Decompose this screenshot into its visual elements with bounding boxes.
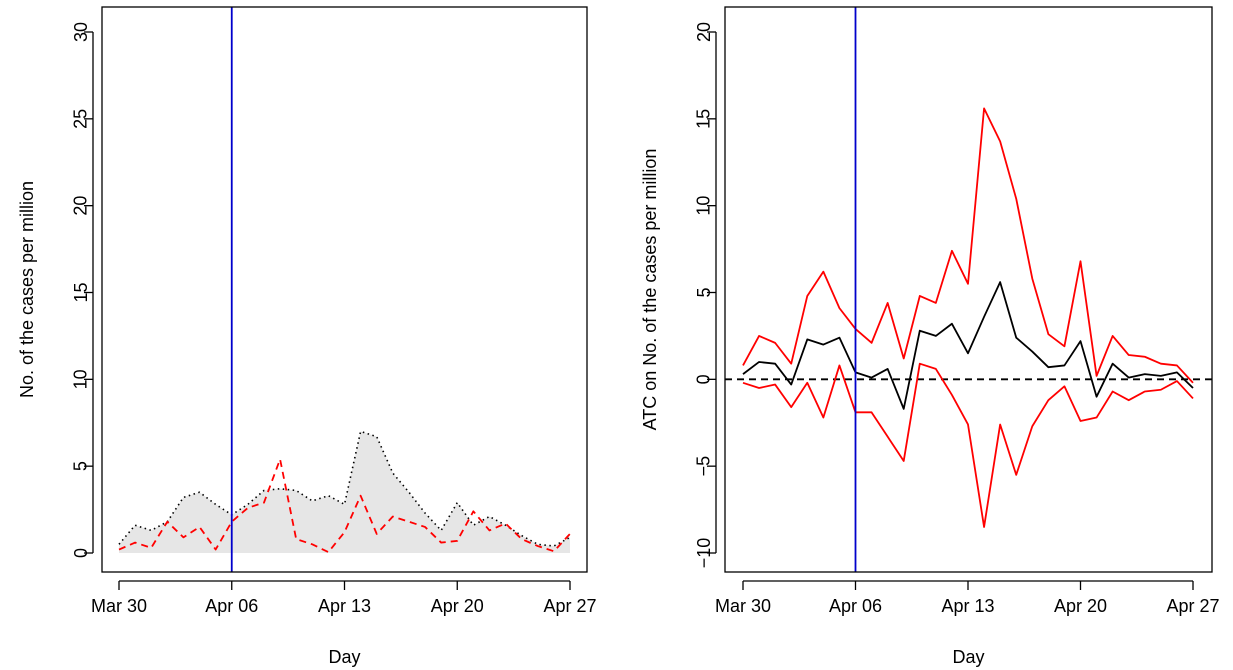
y-tick-label: −5 [694, 456, 714, 477]
left-chart-panel: Mar 30 Apr 06 Apr 13 Apr 20 Apr 27 0 5 10 15 20 25… [17, 6, 597, 667]
y-tick-label: 5 [694, 287, 714, 297]
y-tick-label: −10 [694, 538, 714, 569]
series-2-line [742, 362, 1194, 528]
series-1-line [118, 458, 571, 554]
y-tick-label: 0 [694, 374, 714, 384]
y-tick-label: 0 [71, 548, 91, 558]
x-axis-title: Day [952, 647, 984, 667]
x-tick-label: Apr 06 [205, 596, 258, 616]
series-0-line [118, 430, 571, 547]
x-tick-label: Apr 20 [431, 596, 484, 616]
y-tick-label: 15 [71, 282, 91, 302]
y-tick-label: 10 [71, 369, 91, 389]
plot-frame [101, 6, 588, 573]
x-axis-title: Day [328, 647, 360, 667]
y-tick-label: 20 [71, 196, 91, 216]
x-tick-label: Apr 27 [543, 596, 596, 616]
plot-frame [724, 6, 1213, 573]
x-tick-label: Apr 06 [829, 596, 882, 616]
y-axis-title: ATC on No. of the cases per million [640, 149, 660, 431]
x-tick-label: Apr 13 [318, 596, 371, 616]
series-0-shaded-area [119, 431, 570, 553]
y-tick-label: 30 [71, 22, 91, 42]
y-tick-label: 25 [71, 109, 91, 129]
x-tick-label: Apr 20 [1054, 596, 1107, 616]
x-tick-label: Mar 30 [715, 596, 771, 616]
x-tick-label: Mar 30 [91, 596, 147, 616]
y-tick-label: 5 [71, 461, 91, 471]
y-tick-label: 20 [694, 22, 714, 42]
y-tick-label: 15 [694, 109, 714, 129]
series-0-line [742, 107, 1194, 384]
series-1-line [742, 281, 1194, 410]
x-tick-label: Apr 27 [1166, 596, 1219, 616]
y-axis-title: No. of the cases per million [17, 181, 37, 398]
x-tick-label: Apr 13 [941, 596, 994, 616]
y-tick-label: 10 [694, 196, 714, 216]
right-chart-panel: Mar 30 Apr 06 Apr 13 Apr 20 Apr 27 −10 −5 0 5 10 1… [640, 6, 1220, 667]
